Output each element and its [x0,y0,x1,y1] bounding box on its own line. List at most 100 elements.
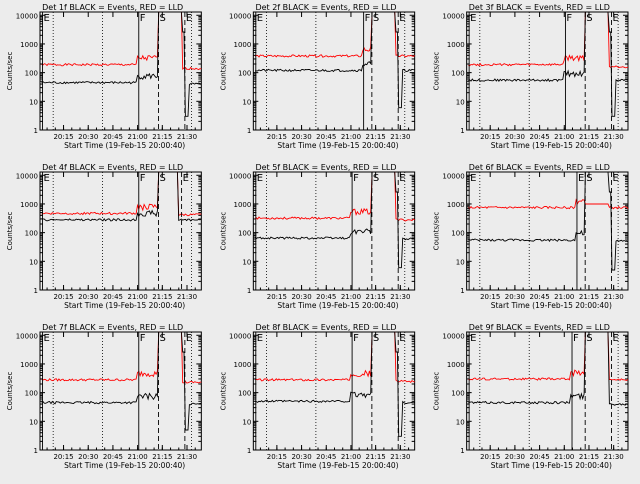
panel-title: Det 3f BLACK = Events, RED = LLD [469,3,610,12]
x-tick-label: 21:15 [579,293,599,301]
x-tick-label: 21:00 [341,293,361,301]
panel-det-4: Det 4f BLACK = Events, RED = LLD 1 10 100 10… [6,163,202,310]
event-marker-label: E [470,173,476,184]
panel-title: Det 6f BLACK = Events, RED = LLD [469,163,610,172]
y-tick-label: 100 [238,390,251,398]
event-marker-label: E [399,13,405,24]
y-tick-label: 1000 [447,201,465,209]
series-line-lld [468,331,629,382]
y-tick-label: 10 [456,258,465,266]
y-tick-label: 100 [451,70,464,78]
event-marker-label: E [43,333,49,344]
plot-frame [39,11,202,131]
panel-title: Det 4f BLACK = Events, RED = LLD [42,163,183,172]
event-marker-label: F [140,173,146,184]
x-tick-label: 20:30 [291,133,311,141]
y-tick-label: 1 [460,287,464,295]
plot-frame [466,331,629,451]
y-tick-label: 1000 [447,41,465,49]
plot-frame [252,331,416,451]
y-tick-label: 1000 [234,201,252,209]
event-marker-label: S [586,173,592,184]
event-marker-label: E [470,13,476,24]
x-tick-label: 20:30 [78,453,98,461]
event-marker-label: S [160,333,166,344]
plot-frame [466,11,629,131]
y-tick-label: 10000 [442,172,464,180]
event-marker-label: F [566,13,572,24]
x-tick-label: 20:45 [316,453,336,461]
x-axis-label: Start Time (19-Feb-15 20:00:40) [277,461,398,470]
y-tick-label: 1 [247,287,251,295]
x-tick-label: 21:30 [177,293,197,301]
series-line-lld [468,11,629,69]
event-marker-label: S [586,333,592,344]
y-tick-label: 1000 [20,41,38,49]
series-line-events [255,11,415,109]
y-axis-label: Counts/sec [219,52,227,91]
panel-det-5: Det 5f BLACK = Events, RED = LLD 1 10 100 10… [219,163,416,310]
x-tick-label: 20:30 [505,133,525,141]
x-tick-label: 21:00 [554,133,574,141]
x-tick-label: 21:15 [579,133,599,141]
panel-det-1: Det 1f BLACK = Events, RED = LLD 1 10 100 10… [6,3,202,150]
x-tick-label: 20:30 [505,293,525,301]
series-line-lld [41,331,202,384]
y-tick-label: 10 [29,258,38,266]
y-tick-label: 1 [247,127,251,135]
x-tick-label: 21:15 [152,293,172,301]
x-tick-label: 20:15 [267,133,287,141]
x-axis-label: Start Time (19-Feb-15 20:00:40) [491,301,612,310]
panel-det-9: Det 9f BLACK = Events, RED = LLD 1 10 100 10… [433,323,629,470]
series-line-events [41,11,202,117]
y-tick-label: 1000 [20,361,38,369]
event-marker-label: E [43,13,49,24]
x-tick-label: 21:15 [366,453,386,461]
x-tick-label: 21:15 [152,133,172,141]
x-tick-label: 21:30 [604,133,624,141]
y-tick-label: 1000 [234,41,252,49]
plot-frame [39,331,202,451]
y-tick-label: 10000 [16,172,38,180]
panel-title: Det 9f BLACK = Events, RED = LLD [469,323,610,332]
event-marker-label: E [613,13,619,24]
y-tick-label: 1 [460,447,464,455]
event-marker-label: E [183,173,189,184]
event-marker-label: S [160,173,166,184]
event-marker-label: E [613,173,619,184]
x-tick-label: 20:15 [53,453,73,461]
event-marker-label: E [470,333,476,344]
x-tick-label: 20:15 [53,133,73,141]
y-tick-label: 100 [238,70,251,78]
y-tick-label: 1 [34,287,38,295]
x-tick-label: 20:45 [529,133,549,141]
event-marker-label: S [586,13,592,24]
series-line-lld [41,11,202,71]
x-tick-label: 20:15 [267,293,287,301]
event-marker-label: E [257,333,263,344]
event-marker-label: E [257,13,263,24]
x-tick-label: 21:15 [152,453,172,461]
series-line-lld [254,11,415,58]
y-tick-label: 1000 [20,201,38,209]
x-tick-label: 21:30 [390,133,410,141]
x-tick-label: 21:15 [579,453,599,461]
event-marker-label: E [578,173,584,184]
y-tick-label: 10 [242,258,251,266]
y-tick-label: 1 [460,127,464,135]
y-tick-label: 10 [29,418,38,426]
x-tick-label: 20:45 [103,293,123,301]
series-line-events [254,171,415,269]
panel-title: Det 2f BLACK = Events, RED = LLD [255,3,396,12]
event-marker-label: F [140,13,146,24]
x-tick-label: 20:30 [291,293,311,301]
event-marker-label: F [353,333,359,344]
y-tick-label: 100 [25,230,38,238]
x-tick-label: 20:15 [53,293,73,301]
x-tick-label: 20:30 [291,453,311,461]
x-tick-label: 20:30 [78,293,98,301]
y-tick-label: 10000 [229,12,251,20]
x-tick-label: 21:30 [390,453,410,461]
panel-title: Det 1f BLACK = Events, RED = LLD [42,3,183,12]
